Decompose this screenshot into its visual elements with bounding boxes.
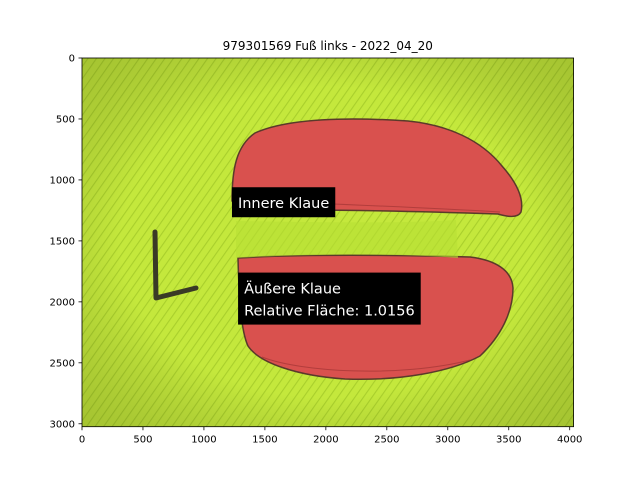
annotations: Innere Klaue Äußere Klaue Relative Fläche:… bbox=[231, 187, 421, 325]
axes-frame bbox=[81, 57, 575, 428]
y-tick-label: 2000 bbox=[50, 297, 75, 308]
x-tick-label: 0 bbox=[79, 435, 85, 446]
annotation-label: Innere Klaue bbox=[231, 187, 336, 218]
x-tick-label: 2500 bbox=[374, 435, 399, 446]
annotation-text: Äußere Klaue bbox=[244, 280, 341, 298]
y-tick-label: 0 bbox=[69, 54, 75, 65]
x-tick-label: 2000 bbox=[313, 435, 338, 446]
marker-letter-l bbox=[152, 229, 199, 301]
y-tick-label: 1500 bbox=[50, 236, 75, 247]
y-tick-label: 3000 bbox=[50, 419, 75, 430]
annotation-label: Äußere Klaue Relative Fläche: 1.0156 bbox=[238, 272, 421, 325]
annotation-box bbox=[231, 187, 336, 218]
interdigital-cleft bbox=[236, 220, 458, 258]
y-axis: 0 500 1000 1500 2000 2500 3000 bbox=[50, 54, 82, 430]
y-tick-label: 1000 bbox=[50, 175, 75, 186]
x-tick-label: 3000 bbox=[435, 435, 460, 446]
annotation-box bbox=[238, 272, 421, 325]
x-tick-label: 1500 bbox=[252, 435, 277, 446]
x-tick-label: 500 bbox=[133, 435, 152, 446]
y-tick-label: 500 bbox=[56, 114, 75, 125]
x-axis: 0 500 1000 1500 2000 2500 3000 3500 4000 bbox=[79, 426, 582, 446]
y-tick-label: 2500 bbox=[50, 358, 75, 369]
x-tick-label: 3500 bbox=[496, 435, 521, 446]
annotation-text: Innere Klaue bbox=[238, 196, 329, 212]
annotation-text: Relative Fläche: 1.0156 bbox=[244, 304, 415, 320]
x-tick-label: 1000 bbox=[191, 435, 216, 446]
chart-title: 979301569 Fuß links - 2022_04_20 bbox=[223, 39, 433, 53]
x-tick-label: 4000 bbox=[557, 435, 582, 446]
photo-image bbox=[82, 58, 574, 427]
